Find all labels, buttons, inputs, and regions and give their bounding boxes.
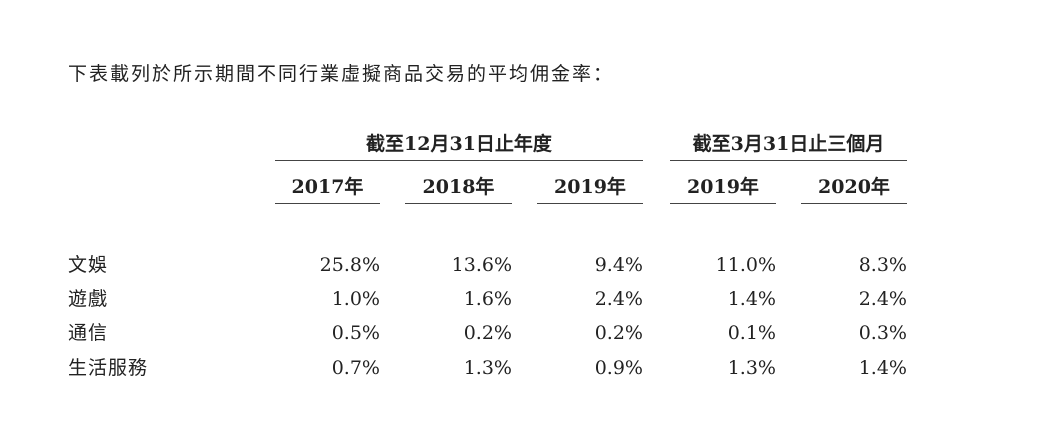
- cell: 25.8%: [319, 254, 380, 276]
- cell: 1.3%: [727, 357, 776, 379]
- cell: 13.6%: [451, 254, 512, 276]
- row-label: 遊戲: [68, 288, 109, 310]
- column-header: 2019年: [554, 176, 626, 198]
- cell: 8.3%: [858, 254, 907, 276]
- cell: 0.9%: [594, 357, 643, 379]
- cell: 1.4%: [727, 288, 776, 310]
- cell: 0.3%: [858, 322, 907, 344]
- intro: 下表載列於所示期間不同行業虛擬商品交易的平均佣金率：: [68, 63, 615, 85]
- cell: 0.7%: [331, 357, 380, 379]
- column-rule: [801, 203, 907, 204]
- group-header: 截至3月31日止三個月: [692, 133, 885, 155]
- cell: 11.0%: [715, 254, 776, 276]
- column-rule: [275, 203, 380, 204]
- cell: 0.1%: [727, 322, 776, 344]
- column-header: 2017年: [291, 176, 364, 198]
- cell: 1.3%: [463, 357, 512, 379]
- column-header: 2018年: [422, 176, 495, 198]
- cell: 1.6%: [463, 288, 512, 310]
- column-header: 2020年: [818, 176, 890, 198]
- column-header: 2019年: [687, 176, 759, 198]
- cell: 2.4%: [594, 288, 643, 310]
- group-rule: [275, 160, 643, 161]
- column-rule: [537, 203, 643, 204]
- cell: 1.4%: [858, 357, 907, 379]
- column-rule: [670, 203, 776, 204]
- cell: 1.0%: [331, 288, 380, 310]
- row-label: 文娛: [68, 254, 109, 276]
- row-label: 通信: [68, 322, 109, 344]
- cell: 9.4%: [594, 254, 643, 276]
- group-rule: [670, 160, 907, 161]
- column-rule: [405, 203, 512, 204]
- group-header: 截至12月31日止年度: [366, 133, 552, 155]
- cell: 0.2%: [594, 322, 643, 344]
- cell: 0.5%: [331, 322, 380, 344]
- cell: 0.2%: [463, 322, 512, 344]
- cell: 2.4%: [858, 288, 907, 310]
- row-label: 生活服務: [68, 357, 149, 379]
